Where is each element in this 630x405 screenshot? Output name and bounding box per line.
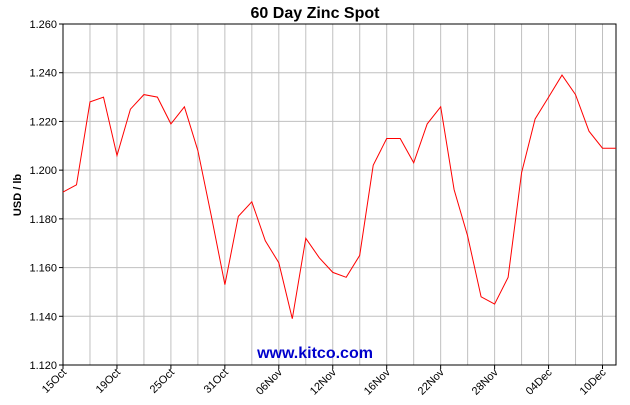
y-tick-label: 1.200: [29, 165, 57, 177]
y-tick-label: 1.260: [29, 19, 57, 31]
x-tick-label: 28Nov: [470, 366, 501, 397]
x-tick-label: 25Oct: [148, 367, 177, 396]
y-tick-label: 1.220: [29, 116, 57, 128]
x-tick-label: 12Nov: [308, 366, 339, 397]
x-axis-ticks: 15Oct 19Oct 25Oct 31Oct 06Nov 12Nov 16Nov 22Nov…: [40, 365, 609, 398]
x-tick-label: 19Oct: [94, 367, 123, 396]
y-axis-label: USD / lb: [12, 174, 24, 216]
y-tick-label: 1.160: [29, 263, 57, 275]
chart-title: 60 Day Zinc Spot: [251, 5, 381, 22]
y-tick-label: 1.240: [29, 68, 57, 80]
x-tick-label: 16Nov: [362, 366, 393, 397]
y-axis-ticks: 1.120 1.140 1.160 1.180 1.200 1.220 1.240 1.260: [29, 19, 63, 372]
watermark-text: www.kitco.com: [256, 345, 373, 362]
x-tick-label: 22Nov: [416, 366, 447, 397]
series-line: [62, 74, 616, 319]
y-tick-label: 1.180: [29, 214, 57, 226]
x-tick-label: 10Dec: [578, 366, 609, 397]
series-layer: [62, 74, 616, 319]
x-tick-label: 06Nov: [254, 366, 285, 397]
grid: [63, 24, 616, 365]
y-tick-label: 1.120: [29, 360, 57, 372]
x-tick-label: 31Oct: [202, 367, 231, 396]
x-tick-label: 04Dec: [524, 366, 555, 397]
plot-frame: [62, 23, 617, 366]
y-tick-label: 1.140: [29, 311, 57, 323]
